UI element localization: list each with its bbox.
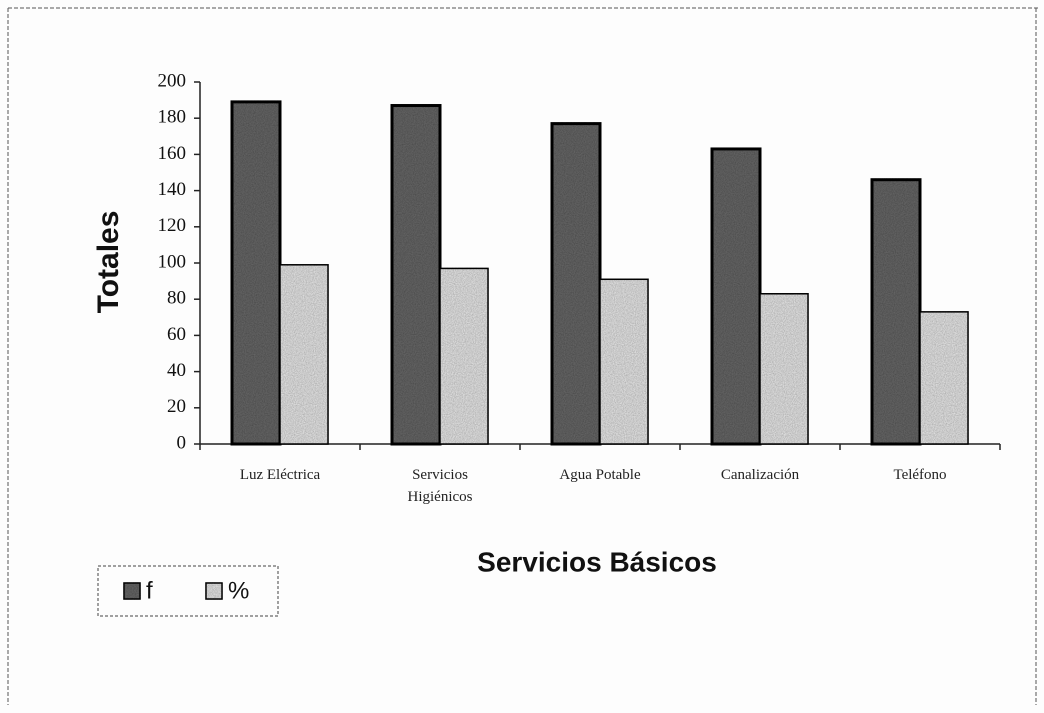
x-tick-label: Servicios Higiénicos	[407, 467, 473, 505]
legend-box	[97, 565, 279, 617]
y-axis-label: Totales	[92, 211, 125, 314]
x-tick-label: Agua Potable	[559, 467, 641, 483]
y-tick-label: 20	[167, 396, 186, 417]
x-tick-label: Luz Eléctrica	[239, 467, 321, 483]
bar	[759, 293, 809, 445]
y-tick-label: 160	[158, 143, 187, 164]
frame	[7, 7, 1040, 705]
bar	[870, 178, 922, 446]
bar	[439, 267, 489, 445]
bar	[279, 264, 329, 445]
y-tick-label: 80	[167, 288, 186, 309]
bar	[599, 278, 649, 445]
y-tick-label: 200	[158, 70, 187, 91]
y-tick-label: 140	[158, 179, 187, 200]
x-axis-label: Servicios Básicos	[477, 546, 717, 577]
bar	[230, 100, 282, 446]
legend-swatch	[123, 582, 141, 600]
x-tick-label: Teléfono	[893, 467, 947, 483]
y-tick-label: 120	[158, 215, 187, 236]
bar	[550, 122, 602, 446]
bar	[710, 147, 762, 446]
y-tick-label: 40	[167, 360, 186, 381]
bar	[919, 311, 969, 445]
legend-swatch	[205, 582, 223, 600]
legend-label: %	[228, 577, 249, 604]
legend-label: f	[146, 577, 153, 604]
y-tick-label: 60	[167, 324, 186, 345]
bar	[390, 104, 442, 446]
y-tick-label: 0	[177, 432, 187, 453]
x-tick-label: Canalización	[720, 467, 800, 483]
y-tick-label: 180	[158, 107, 187, 128]
y-tick-label: 100	[158, 251, 187, 272]
